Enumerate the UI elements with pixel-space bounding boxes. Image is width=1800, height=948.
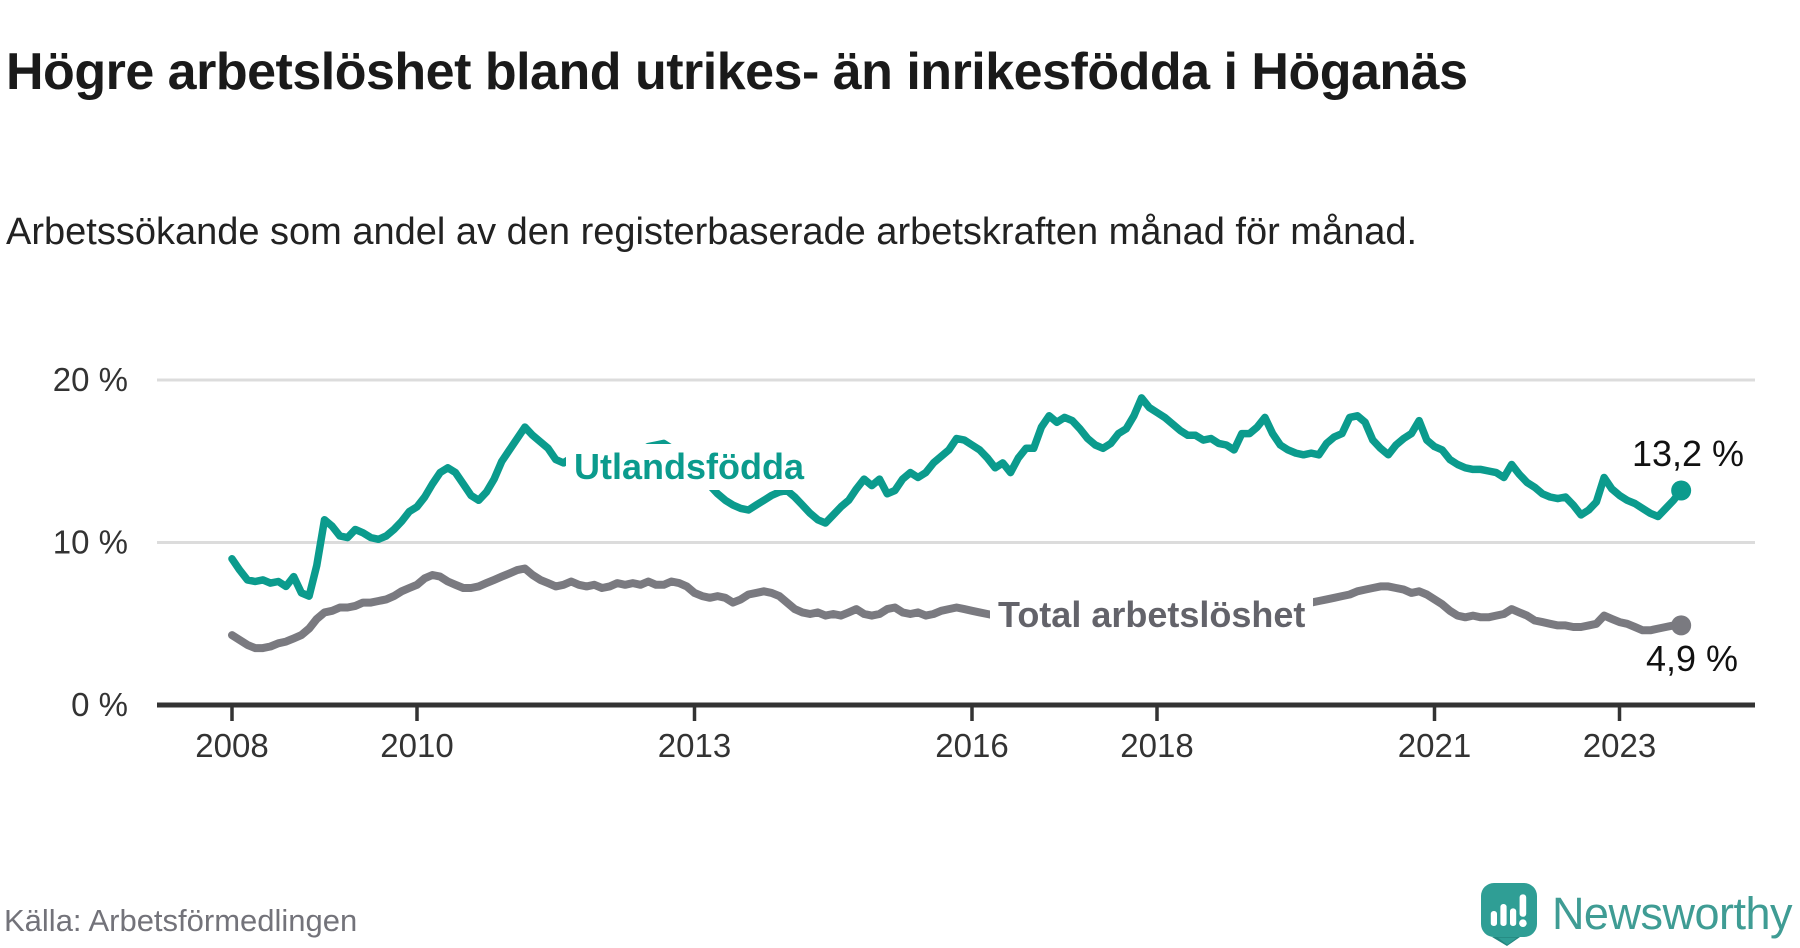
newsworthy-wordmark: Newsworthy: [1551, 888, 1793, 939]
series-label-utlandsfodda: Utlandsfödda: [566, 444, 812, 490]
newsworthy-bubble-icon: [1480, 883, 1537, 946]
series-label-total-arbetsloshet: Total arbetslöshet: [990, 592, 1314, 638]
end-value-label-utlandsfodda: 13,2 %: [1631, 433, 1745, 474]
y-tick-label: 10 %: [53, 524, 128, 561]
page-subtitle: Arbetssökande som andel av den registerb…: [6, 211, 1418, 253]
series-line-total: [228, 564, 1686, 653]
y-tick-label: 20 %: [53, 361, 128, 398]
x-tick-label: 2021: [1398, 727, 1471, 764]
x-tick-label: 2013: [658, 727, 731, 764]
series-line-utlandsfodda: [228, 394, 1685, 600]
x-tick-label: 2010: [380, 727, 453, 764]
series-end-dot: [1671, 480, 1692, 501]
x-tick-label: 2016: [935, 727, 1008, 764]
newsworthy-logo: Newsworthy: [1480, 882, 1793, 946]
x-tick-label: 2008: [195, 727, 268, 764]
source-note: Källa: Arbetsförmedlingen: [4, 903, 358, 938]
page-title: Högre arbetslöshet bland utrikes- än inr…: [6, 42, 1468, 101]
series-end-dot: [1671, 615, 1692, 636]
end-value-label-total: 4,9 %: [1645, 638, 1739, 679]
x-tick-label: 2018: [1120, 727, 1193, 764]
y-tick-label: 0 %: [71, 686, 128, 723]
x-tick-label: 2023: [1583, 727, 1656, 764]
